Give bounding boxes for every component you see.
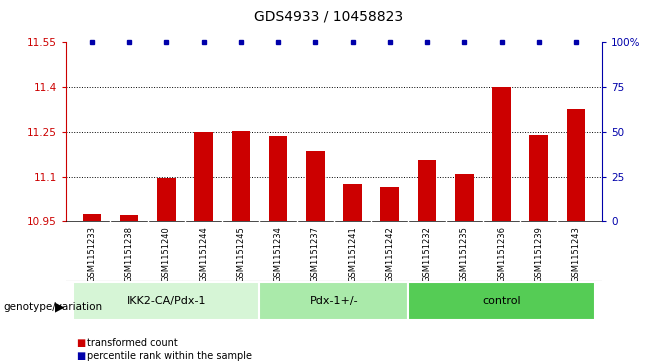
Bar [73, 282, 259, 321]
Text: GSM1151241: GSM1151241 [348, 226, 357, 282]
Text: GSM1151239: GSM1151239 [534, 226, 544, 282]
Text: GSM1151242: GSM1151242 [386, 226, 394, 282]
Text: GSM1151237: GSM1151237 [311, 226, 320, 282]
Text: GSM1151238: GSM1151238 [124, 226, 134, 282]
Text: GSM1151240: GSM1151240 [162, 226, 171, 282]
Bar [567, 109, 586, 221]
Bar [120, 215, 138, 221]
Text: ■: ■ [76, 338, 85, 348]
Bar [380, 187, 399, 221]
Text: transformed count: transformed count [87, 338, 178, 348]
Bar [232, 131, 250, 221]
Bar [455, 174, 474, 221]
Text: ■: ■ [76, 351, 85, 362]
Text: ▶: ▶ [55, 300, 64, 313]
Text: GSM1151243: GSM1151243 [572, 226, 580, 282]
Bar [259, 282, 409, 321]
Text: GSM1151234: GSM1151234 [274, 226, 282, 282]
Bar [343, 184, 362, 221]
Bar [418, 160, 436, 221]
Text: IKK2-CA/Pdx-1: IKK2-CA/Pdx-1 [126, 296, 206, 306]
Bar [306, 151, 324, 221]
Text: control: control [482, 296, 521, 306]
Text: GSM1151233: GSM1151233 [88, 226, 96, 282]
Text: percentile rank within the sample: percentile rank within the sample [87, 351, 252, 362]
Text: GSM1151235: GSM1151235 [460, 226, 468, 282]
Text: GDS4933 / 10458823: GDS4933 / 10458823 [255, 9, 403, 23]
Bar [409, 282, 595, 321]
Bar [492, 87, 511, 221]
Bar [268, 136, 288, 221]
Text: GSM1151244: GSM1151244 [199, 226, 208, 282]
Text: genotype/variation: genotype/variation [3, 302, 103, 312]
Text: GSM1151232: GSM1151232 [422, 226, 432, 282]
Bar [157, 178, 176, 221]
Bar [82, 214, 101, 221]
Bar [530, 135, 548, 221]
Bar [194, 132, 213, 221]
Text: GSM1151236: GSM1151236 [497, 226, 506, 282]
Text: Pdx-1+/-: Pdx-1+/- [310, 296, 358, 306]
Text: GSM1151245: GSM1151245 [236, 226, 245, 282]
